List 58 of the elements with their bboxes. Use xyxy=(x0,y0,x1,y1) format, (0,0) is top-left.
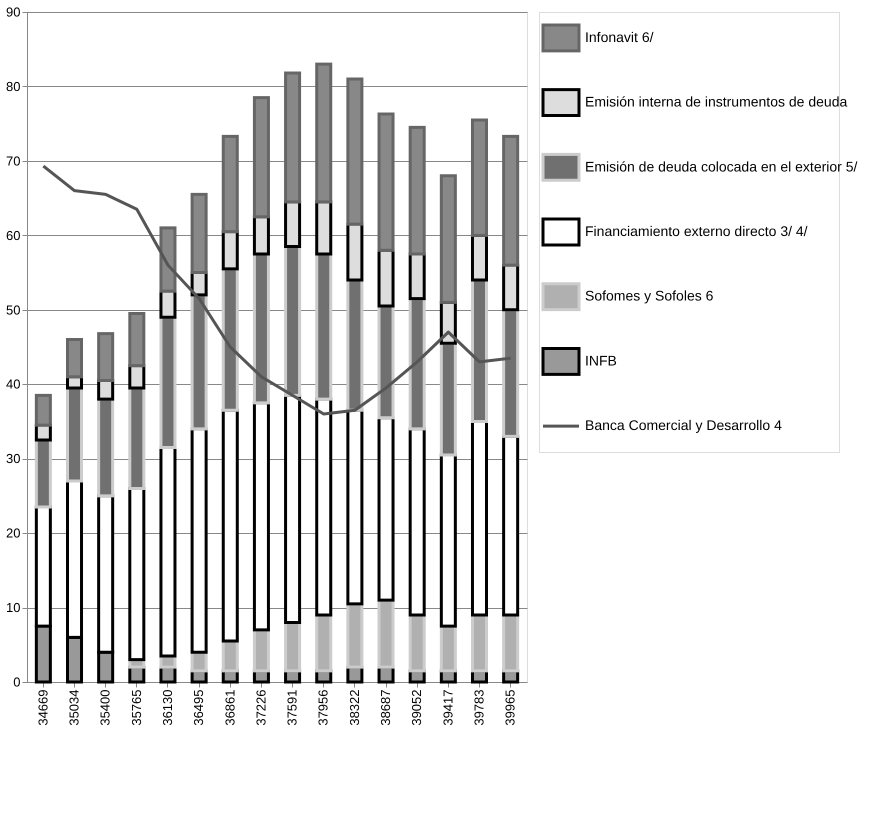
bar xyxy=(502,614,520,672)
bar xyxy=(408,614,426,672)
bar xyxy=(252,215,270,256)
line-series xyxy=(42,164,512,416)
x-tick-label: 39965 xyxy=(502,690,518,726)
bar xyxy=(128,364,146,390)
legend-label: INFB xyxy=(585,352,617,368)
bar xyxy=(222,640,239,672)
y-tick-label: 30 xyxy=(6,451,20,466)
bar xyxy=(284,245,302,397)
x-tick-label: 38687 xyxy=(378,690,394,726)
y-tick-label: 70 xyxy=(6,153,20,168)
bar xyxy=(190,650,208,672)
bar xyxy=(315,398,332,616)
x-tick-label: 36130 xyxy=(160,690,175,726)
legend-label: Banca Comercial y Desarrollo 4 xyxy=(585,417,782,434)
y-tick-label: 20 xyxy=(6,526,20,541)
bar xyxy=(222,230,239,270)
bar xyxy=(34,394,52,427)
y-tick-label: 60 xyxy=(6,228,20,243)
bar xyxy=(440,624,457,672)
bar xyxy=(346,222,364,282)
x-tick-label: 35765 xyxy=(128,690,144,726)
x-tick-label: 34669 xyxy=(35,690,50,726)
bar xyxy=(34,438,52,509)
y-tick-label: 40 xyxy=(6,376,20,392)
x-tick-label: 39783 xyxy=(471,690,486,726)
y-tick-label: 10 xyxy=(6,600,20,616)
bar xyxy=(159,290,176,319)
x-tick-label: 37591 xyxy=(284,690,300,726)
bar xyxy=(346,278,364,412)
bar xyxy=(378,248,395,308)
x-tick-label: 39417 xyxy=(440,690,456,726)
y-tick-label: 90 xyxy=(6,4,20,20)
bar xyxy=(315,614,332,672)
x-tick-label: 38322 xyxy=(346,690,362,726)
y-tick-label: 0 xyxy=(13,674,20,690)
y-tick-label: 50 xyxy=(6,302,20,318)
bar xyxy=(159,446,176,658)
bar xyxy=(66,338,84,378)
x-tick-label: 37226 xyxy=(253,690,268,726)
legend-label: Infonavit 6/ xyxy=(585,28,654,45)
x-tick-label: 36495 xyxy=(191,690,206,726)
bar xyxy=(378,416,395,602)
bar xyxy=(97,398,114,498)
x-tick-label: 35400 xyxy=(98,690,113,726)
legend-label: Financiamiento externo directo 3/ 4/ xyxy=(585,223,808,239)
x-tick-label: 35034 xyxy=(66,690,82,726)
legend-label: Emisión interna de instrumentos de deuda xyxy=(585,94,848,110)
x-tick-label: 37956 xyxy=(316,690,331,726)
legend-label: Emisión de deuda colocada en el exterior 5/ xyxy=(585,158,858,174)
bar xyxy=(502,264,520,312)
bar xyxy=(408,297,426,430)
bar xyxy=(97,332,114,382)
x-tick-label: 39052 xyxy=(409,690,424,726)
y-tick-label: 80 xyxy=(6,78,20,94)
x-tick-label: 36861 xyxy=(222,690,238,726)
legend-label: Sofomes y Sofoles 6 xyxy=(585,288,714,304)
